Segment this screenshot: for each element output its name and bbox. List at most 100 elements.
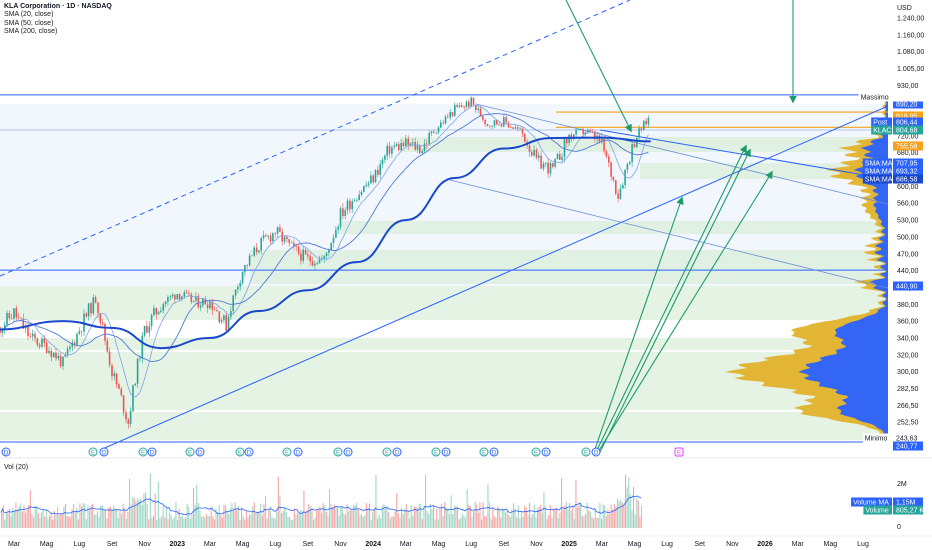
volume-bar (73, 504, 75, 528)
legend-sma-200[interactable]: SMA (200, close) (4, 28, 58, 36)
time-tick-label: Set (107, 541, 118, 548)
candle (524, 133, 526, 142)
earnings-marker-d: D (99, 447, 109, 457)
candle (8, 313, 11, 319)
volume-bar (111, 508, 113, 528)
volume-bar (212, 516, 214, 528)
price-tag-box (893, 158, 923, 168)
volume-bar (453, 505, 455, 528)
volume-bar (385, 506, 387, 528)
candle (15, 308, 18, 318)
candle (353, 200, 356, 202)
price-tag-value: 818,95 (896, 114, 918, 121)
volume-bar (101, 505, 103, 528)
candle (491, 125, 493, 127)
candle (162, 304, 165, 311)
candle (365, 185, 367, 187)
volume-bar (452, 514, 454, 528)
volume-bar (333, 504, 335, 528)
volume-bar (191, 514, 193, 528)
earnings-marker-e: E (581, 447, 591, 457)
earnings-marker-ring (195, 447, 205, 457)
volume-bar (189, 518, 191, 528)
candle (148, 326, 151, 333)
volume-bar (324, 505, 326, 528)
volume-bar (431, 509, 433, 528)
volume-bar (613, 504, 615, 528)
volume-bar (29, 490, 31, 528)
candle (503, 117, 505, 127)
volume-bar (377, 518, 379, 528)
candle (458, 105, 461, 107)
candle (640, 128, 643, 131)
level-massimo-label: Massimo (858, 92, 923, 102)
earnings-marker-ring (479, 447, 489, 457)
volume-bar (521, 512, 523, 528)
candle (419, 145, 421, 153)
candle (598, 135, 601, 142)
earnings-marker-ring (282, 447, 292, 457)
volume-bar (154, 493, 156, 528)
volume-bar (4, 519, 6, 528)
candle (384, 155, 386, 160)
volume-bar (364, 515, 366, 528)
price-tag-value: 686,58 (896, 177, 918, 184)
candle (545, 162, 547, 164)
arrow-4 (597, 170, 773, 453)
volume-bar (549, 505, 551, 528)
candle (153, 308, 155, 315)
candle (251, 255, 253, 257)
candle (237, 286, 239, 290)
volume-bar (562, 509, 564, 528)
candle (358, 194, 360, 201)
earnings-marker-label: E (584, 451, 588, 457)
legend-sma-50[interactable]: SMA (50, close) (4, 19, 54, 27)
earnings-marker-ring (235, 447, 245, 457)
candle (451, 112, 454, 116)
candle (344, 210, 346, 216)
volume-bar (618, 501, 620, 528)
earnings-marker-d: D (489, 447, 499, 457)
candle (542, 163, 545, 169)
candle (349, 200, 351, 210)
volume-bar (284, 507, 286, 528)
volume-bar (493, 516, 495, 528)
candle (356, 200, 358, 201)
price-tag-label-box (871, 117, 892, 127)
candle (391, 147, 393, 154)
volume-bar (141, 505, 143, 528)
price-tag-value: 693,32 (896, 169, 918, 176)
volume-bar (361, 514, 363, 528)
volume-bar (412, 515, 414, 528)
candle (533, 149, 535, 156)
candle (335, 229, 337, 238)
volume-bar (410, 505, 412, 528)
price-tick-label: 340,00 (897, 335, 919, 342)
earnings-marker-ring (185, 447, 195, 457)
earnings-marker-e: E (88, 447, 98, 457)
volume-bar (93, 515, 95, 528)
candle (302, 249, 304, 261)
candle (463, 107, 465, 108)
price-tag-box (893, 281, 923, 291)
volume-bar (313, 520, 315, 528)
candle (111, 365, 113, 377)
volume-bar (317, 509, 319, 528)
volume-bar (423, 505, 425, 528)
volume-bar (372, 512, 374, 528)
volume-bar (481, 519, 483, 528)
earnings-marker-e: E (382, 447, 392, 457)
candle (342, 208, 344, 216)
legend-sma-20[interactable]: SMA (20, close) (4, 11, 54, 19)
volume-bar (519, 518, 521, 528)
candle (13, 308, 15, 319)
volume-bar (340, 506, 342, 528)
price-tag-label-box (858, 92, 892, 102)
earnings-marker-label: D (296, 451, 301, 457)
volume-bar (509, 517, 511, 528)
volume-bar (25, 513, 27, 528)
volume-bar (337, 507, 339, 528)
price-tag-value: 707,95 (896, 161, 918, 168)
earnings-marker-label: E (482, 451, 486, 457)
